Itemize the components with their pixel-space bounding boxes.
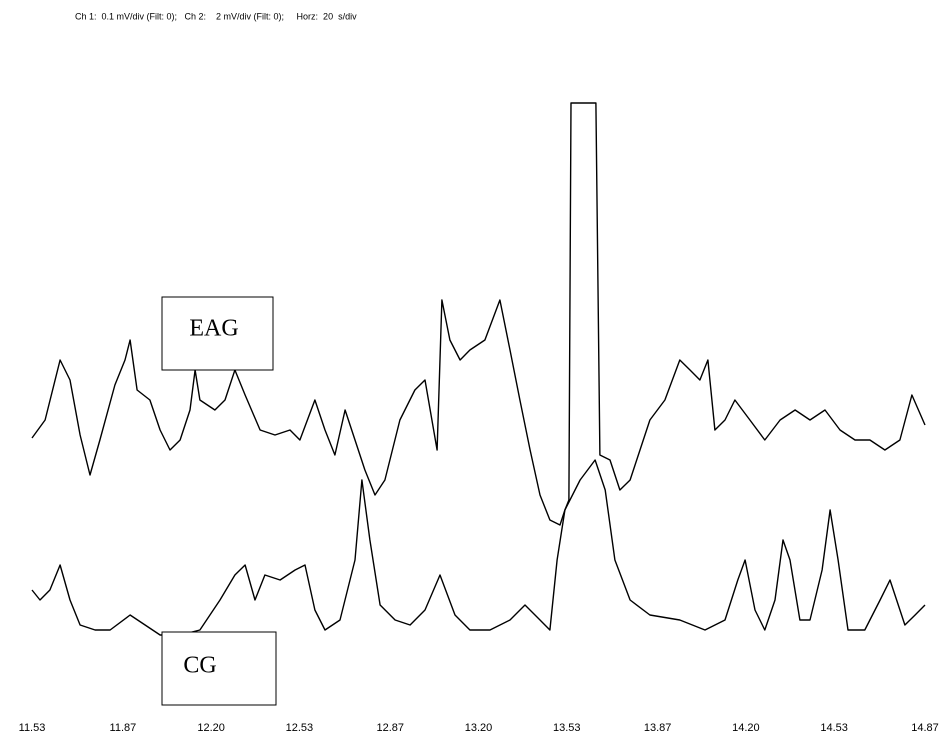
label-box xyxy=(161,631,277,706)
chart-title: Ch 1: 0.1 mV/div (Filt: 0); Ch 2: 2 mV/d… xyxy=(75,11,357,21)
x-tick-label: 12.87 xyxy=(377,722,405,734)
x-tick-label: 14.20 xyxy=(732,722,760,734)
x-tick-label: 13.87 xyxy=(644,722,672,734)
trace xyxy=(31,459,926,636)
label-box xyxy=(161,296,274,371)
x-tick-label: 12.53 xyxy=(286,722,314,734)
series-label: CG xyxy=(183,653,216,679)
x-tick-label: 13.53 xyxy=(553,722,581,734)
x-tick-label: 14.53 xyxy=(820,722,848,734)
x-tick-label: 12.20 xyxy=(197,722,225,734)
trace xyxy=(31,102,926,526)
series-label: EAG xyxy=(189,316,238,342)
x-tick-label: 11.87 xyxy=(110,722,137,734)
x-tick-label: 14.87 xyxy=(911,722,939,734)
x-tick-label: 13.20 xyxy=(465,722,493,734)
x-tick-label: 11.53 xyxy=(19,722,46,734)
